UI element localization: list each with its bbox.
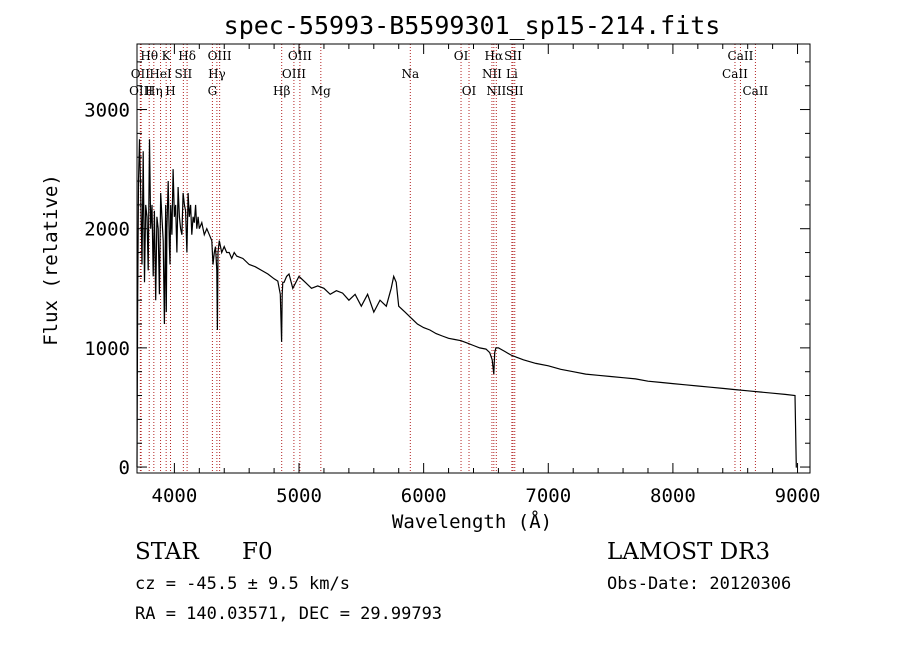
x-tick-label: 9000 [775, 485, 821, 507]
x-axis-label: Wavelength (Å) [392, 510, 552, 533]
x-tick-label: 8000 [650, 485, 696, 507]
chart-title: spec-55993-B5599301_sp15-214.fits [224, 11, 721, 40]
emission-line-label: OIII [282, 67, 306, 81]
emission-line-label: CaII [722, 67, 748, 81]
emission-line-label: OIII [288, 49, 312, 63]
emission-line-label: Na [401, 67, 419, 81]
x-tick-label: 7000 [525, 485, 571, 507]
y-axis-label: Flux (relative) [40, 174, 62, 346]
x-tick-label: 6000 [401, 485, 447, 507]
emission-line-label: H [165, 84, 175, 98]
emission-line-label: K [162, 49, 172, 63]
emission-line-label: Hα [485, 49, 504, 63]
emission-line-label: CaII [728, 49, 754, 63]
y-tick-label: 1000 [84, 338, 130, 360]
observation-date: Obs-Date: 20120306 [607, 574, 791, 594]
survey-name: LAMOST DR3 [607, 539, 770, 565]
x-axis-ticks: 4000 5000 6000 7000 8000 9000 [152, 44, 821, 507]
x-tick-label: 4000 [152, 485, 198, 507]
redshift-cz: cz = -45.5 ± 9.5 km/s [135, 574, 350, 594]
y-axis-ticks: 0 1000 2000 3000 [84, 61, 810, 479]
coordinates: RA = 140.03571, DEC = 29.99793 [135, 604, 442, 624]
emission-line-label: OII [131, 67, 151, 81]
emission-line-label: Hη [145, 84, 163, 98]
emission-line-label: Hβ [273, 84, 290, 98]
emission-line-label: Hθ [140, 49, 158, 63]
emission-line-label: Hγ [208, 67, 226, 81]
y-tick-label: 0 [119, 457, 130, 479]
object-class: STAR [135, 539, 199, 565]
emission-line-label: SII [504, 49, 522, 63]
x-tick-label: 5000 [276, 485, 322, 507]
emission-line-label: Hδ [178, 49, 196, 63]
object-subclass: F0 [242, 539, 273, 565]
emission-line-label: NII [482, 67, 502, 81]
spectrum-line [136, 139, 797, 468]
emission-line-label: SII [506, 84, 524, 98]
plot-frame [136, 43, 811, 474]
emission-line-label: CaII [742, 84, 768, 98]
emission-line-markers [139, 44, 756, 473]
emission-line-label: NII [486, 84, 506, 98]
emission-line-label: OI [462, 84, 477, 98]
emission-line-label: HeI [149, 67, 172, 81]
emission-line-label: Mg [311, 84, 331, 98]
emission-line-label: OI [454, 49, 469, 63]
emission-line-label: OIII [129, 84, 153, 98]
emission-line-label: SII [175, 67, 193, 81]
emission-line-label: Li [506, 67, 518, 81]
emission-line-label: G [208, 84, 218, 98]
emission-line-label: OIII [208, 49, 232, 63]
y-tick-label: 2000 [84, 219, 130, 241]
y-tick-label: 3000 [84, 100, 130, 122]
